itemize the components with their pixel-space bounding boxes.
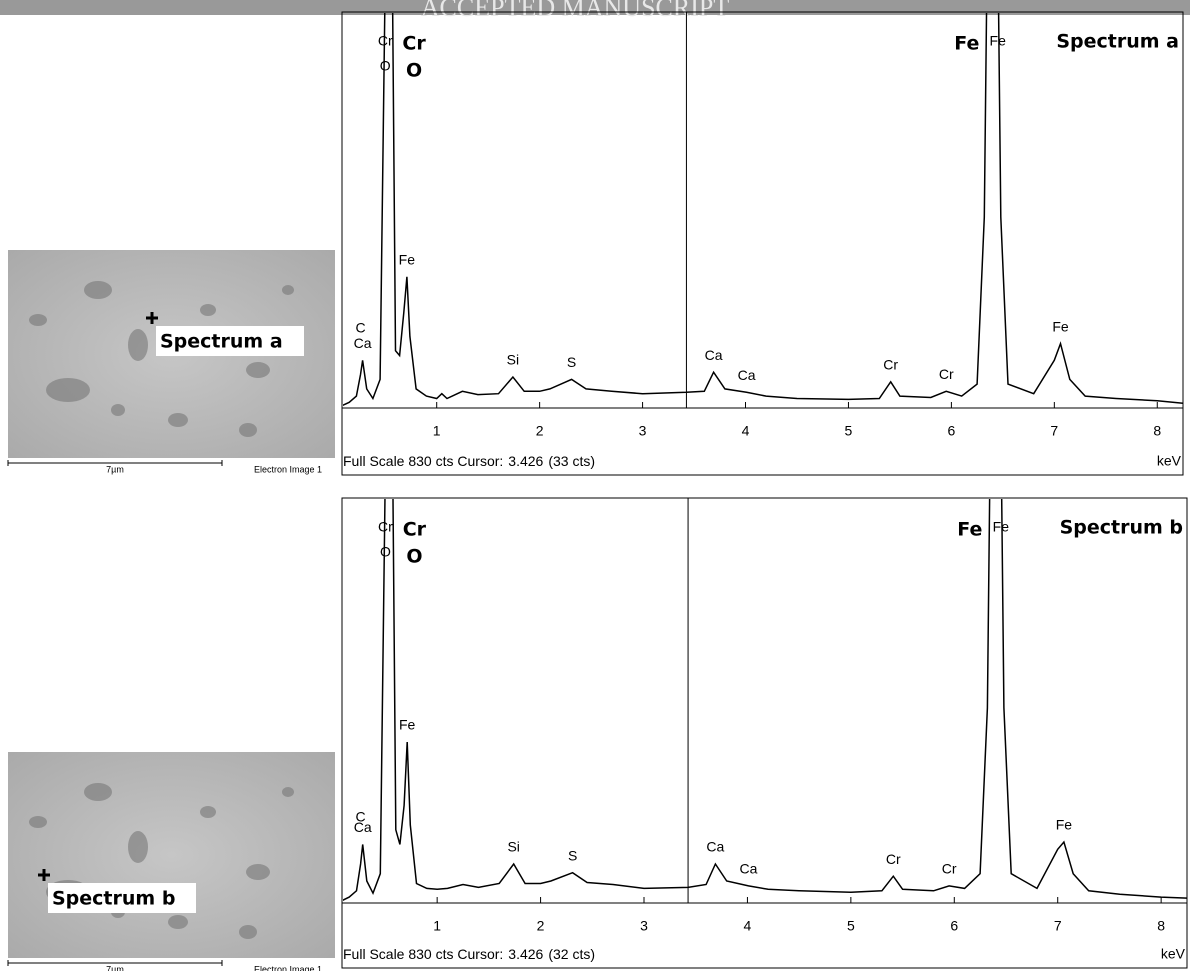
peak-label: Cr [939, 366, 954, 382]
footer-cursor-counts: (33 cts) [548, 453, 595, 469]
x-tick-label: 2 [537, 918, 545, 934]
x-tick-label: 8 [1153, 423, 1161, 439]
x-tick-label: 1 [433, 918, 441, 934]
peak-label: O [380, 58, 391, 74]
peak-label: O [406, 546, 422, 568]
peak-label: Cr [378, 519, 393, 535]
footer-footer: Full Scale 830 cts Cursor: [343, 946, 503, 962]
x-tick-label: 6 [950, 918, 958, 934]
watermark: ACCEPTED MANUSCRIPT [421, 0, 730, 22]
sem-particle [282, 285, 294, 295]
peak-label: C [356, 809, 366, 825]
plot-frame [341, 497, 1188, 969]
sem-particle [168, 413, 188, 427]
sem-particle [282, 787, 294, 797]
spot-label: Spectrum b [52, 888, 175, 910]
x-tick-label: 7 [1050, 423, 1058, 439]
peak-label: Cr [403, 519, 427, 541]
footer-footer: Full Scale 830 cts Cursor: [343, 453, 503, 469]
x-tick-label: 8 [1157, 918, 1165, 934]
x-tick-label: 2 [536, 423, 544, 439]
footer: Full Scale 830 cts Cursor: 3.426 (33 cts) [343, 453, 595, 469]
sem-particle [128, 329, 148, 361]
peak-label: Cr [883, 356, 898, 372]
plot-frame [341, 11, 1184, 476]
x-unit: keV [1161, 946, 1186, 962]
scale-bar [7, 460, 223, 466]
x-unit: keV [1157, 453, 1182, 469]
spectrum-line [343, 499, 1187, 901]
footer-cursor: 3.426 [508, 453, 543, 469]
sem-particle [128, 831, 148, 863]
peak-label: O [406, 60, 422, 82]
peak-label: Ca [354, 335, 372, 351]
sem-particle [246, 362, 270, 378]
peak-label: Fe [399, 717, 416, 733]
peak-label: S [567, 354, 576, 370]
peak-label: Ca [706, 839, 724, 855]
peak-label: Fe [399, 251, 416, 267]
peak-label: Si [507, 839, 519, 855]
scale-label: 7µm [106, 464, 124, 474]
footer: Full Scale 830 cts Cursor: 3.426 (32 cts) [343, 946, 595, 962]
sem-particle [200, 806, 216, 818]
image-caption: Electron Image 1 [254, 464, 322, 474]
scale-label: 7µm [106, 964, 124, 971]
footer-cursor: 3.426 [508, 946, 543, 962]
spectrum-line [343, 13, 1183, 406]
x-tick-label: 7 [1054, 918, 1062, 934]
sem-particle [111, 404, 125, 416]
peak-label: Si [507, 352, 519, 368]
peak-label: Ca [705, 347, 723, 363]
peak-label: Fe [990, 33, 1007, 49]
footer-cursor-counts: (32 cts) [548, 946, 595, 962]
peak-label: Fe [993, 519, 1010, 535]
peak-label: Ca [738, 367, 756, 383]
sem-particle [239, 423, 257, 437]
sem-particle [84, 783, 112, 801]
spot-label: Spectrum a [160, 331, 283, 353]
peak-label: Fe [1052, 318, 1069, 334]
sem-particle [239, 925, 257, 939]
x-tick-label: 4 [742, 423, 750, 439]
sem-particle [84, 281, 112, 299]
sem-particle [246, 864, 270, 880]
x-tick-label: 6 [947, 423, 955, 439]
x-tick-label: 3 [640, 918, 648, 934]
chart-title: Spectrum a [1056, 31, 1179, 53]
peak-label: Fe [954, 33, 979, 55]
peak-label: Cr [942, 861, 957, 877]
x-tick-label: 3 [639, 423, 647, 439]
sem-particle [46, 378, 90, 402]
x-tick-label: 1 [433, 423, 441, 439]
label-box [156, 326, 304, 356]
x-tick-label: 5 [847, 918, 855, 934]
header-band [0, 0, 1190, 15]
peak-label: Cr [402, 33, 426, 55]
x-tick-label: 4 [744, 918, 752, 934]
image-caption: Electron Image 1 [254, 964, 322, 971]
sem-particle [29, 314, 47, 326]
peak-label: Cr [886, 851, 901, 867]
x-tick-label: 5 [845, 423, 853, 439]
peak-label: Ca [354, 819, 372, 835]
scale-bar [7, 960, 223, 966]
peak-label: O [380, 544, 391, 560]
crosshair [146, 312, 158, 324]
peak-label: Cr [378, 33, 393, 49]
peak-label: Ca [740, 861, 758, 877]
chart-title: Spectrum b [1060, 517, 1183, 539]
peak-label: C [355, 319, 365, 335]
sem-particle [200, 304, 216, 316]
peak-label: Fe [1056, 817, 1073, 833]
sem-particle [168, 915, 188, 929]
sem-particle [29, 816, 47, 828]
crosshair [38, 869, 50, 881]
peak-label: S [568, 847, 577, 863]
label-box [48, 883, 196, 913]
peak-label: Fe [957, 519, 982, 541]
